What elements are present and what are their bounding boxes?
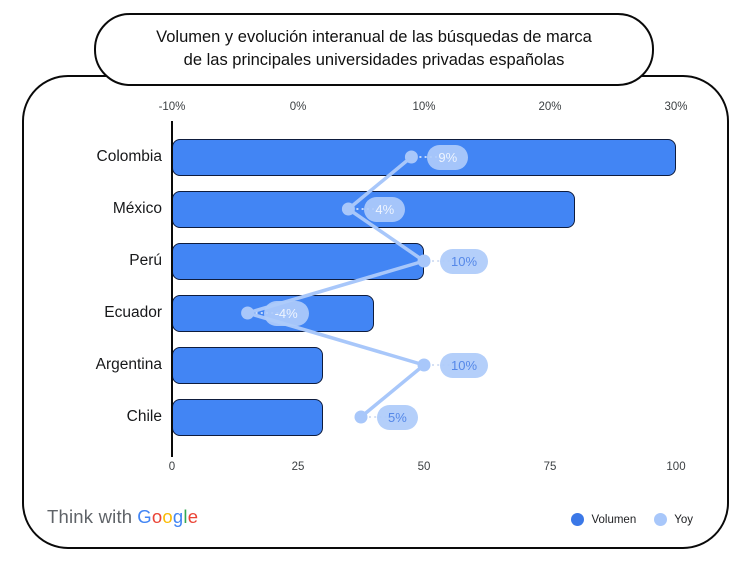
bottom-axis-tick-label: 75 [543,461,557,473]
google-letter: o [151,506,163,527]
yoy-value-pill: 10% [440,352,489,378]
google-letter: l [183,506,188,527]
google-letter: o [162,506,173,527]
category-label: Chile [126,408,162,425]
legend-label-yoy: Yoy [674,513,693,526]
legend-item-volumen: Volumen [571,513,636,526]
legend-item-yoy: Yoy [654,513,693,526]
category-label: Argentina [95,356,162,373]
chart-title-line2: de las principales universidades privada… [183,51,565,70]
category-label: Ecuador [104,304,162,321]
top-axis-tick-label: 0% [289,101,307,113]
y-axis-line [171,121,173,457]
logo-prefix: Think with [47,506,133,527]
yoy-value-pill: 4% [364,196,406,222]
top-axis-tick-label: 30% [664,101,688,113]
legend-label-volumen: Volumen [591,513,637,526]
top-axis-tick-label: 10% [412,101,436,113]
volumen-bar [172,398,324,436]
google-letter: e [187,506,199,527]
google-letter: g [172,506,184,527]
category-label: Colombia [96,148,162,165]
think-with-google-logo: Think with Google [47,506,198,528]
yoy-value-pill: 10% [440,248,489,274]
volumen-bar [172,138,676,176]
top-axis-tick-label: -10% [158,101,186,113]
chart-legend: Volumen Yoy [571,513,693,526]
bottom-axis-tick-label: 0 [168,461,176,473]
google-wordmark: Google [137,506,198,527]
bottom-axis-tick-label: 50 [417,461,431,473]
google-letter: G [137,506,152,527]
top-axis-tick-label: 20% [538,101,562,113]
chart-title-pill: Volumen y evolución interanual de las bú… [94,13,654,86]
category-label: México [112,200,162,217]
volumen-legend-dot-icon [571,513,585,526]
chart-title-line1: Volumen y evolución interanual de las bú… [156,28,592,46]
bottom-axis-tick-label: 100 [666,461,686,473]
yoy-value-pill: -4% [263,300,309,326]
bottom-axis-tick-label: 25 [291,461,305,473]
yoy-value-pill: 5% [377,404,418,430]
category-label: Perú [129,252,162,269]
yoy-value-pill: 9% [427,144,469,170]
volumen-bar [172,242,424,280]
volumen-bar [172,346,324,384]
yoy-legend-dot-icon [654,513,668,526]
